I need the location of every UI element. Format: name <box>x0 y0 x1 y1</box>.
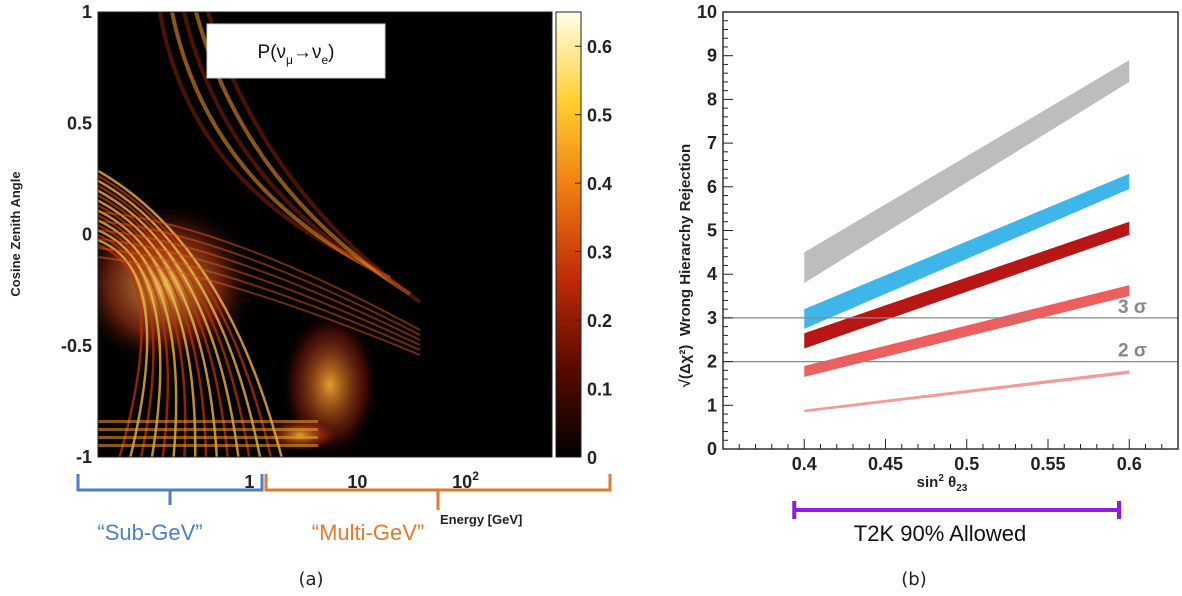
heat-oscillation-arc <box>98 184 251 457</box>
heat-band-stripe <box>98 238 421 346</box>
y-tick-label: 10 <box>697 2 717 22</box>
y-tick-label: 8 <box>707 89 717 109</box>
y-axis-label: Wrong Hierarchy Rejection √(Δχ²) <box>677 144 694 387</box>
x-axis-label: sin2 θ23 <box>917 473 968 494</box>
panel-label-b: (b) <box>901 569 926 590</box>
colorbar-tick-label: 0.2 <box>587 311 612 331</box>
series-band <box>804 173 1130 329</box>
y-tick-label: 2 <box>707 352 717 372</box>
x-tick-label: 0.5 <box>954 454 979 474</box>
series-band <box>804 221 1130 349</box>
heat-horizon-band <box>98 428 318 431</box>
heat-tail-stripe <box>182 12 401 288</box>
y-tick-labels: 1 0.5 0 -0.5 -1 <box>61 2 92 467</box>
colorbar-tick-label: 0.6 <box>587 37 612 57</box>
heat-oscillation-arc <box>98 204 208 457</box>
y-axis-label-sqrt-delta-chi2: √(Δχ²) <box>677 345 694 388</box>
y-tick-label: 1 <box>82 2 92 22</box>
t2k-allowed-label: T2K 90% Allowed <box>854 521 1026 546</box>
heat-band-stripe <box>98 256 421 356</box>
t2k-allowed-range <box>792 501 1121 519</box>
panel-b: 3 σ 2 σ 0 1 2 3 4 5 6 7 8 9 10 0.4 0.45 0.5 0.55 0.6 Wr… <box>677 2 1179 590</box>
heat-horizon-band <box>98 436 318 439</box>
x-axis-label: Energy [GeV] <box>440 512 522 527</box>
heatmap-frame <box>97 11 553 458</box>
colorbar-tick-label: 0.3 <box>587 243 612 263</box>
x-tick-labels: 0.4 0.45 0.5 0.55 0.6 <box>792 454 1142 474</box>
series-band <box>804 285 1130 377</box>
y-tick-label: 7 <box>707 133 717 153</box>
heat-oscillation-arc <box>98 224 170 457</box>
y-tick-labels: 0 1 2 3 4 5 6 7 8 9 10 <box>697 2 717 459</box>
y-tick-label: 3 <box>707 308 717 328</box>
multi-gev-bracket <box>264 474 612 510</box>
multi-gev-label: “Multi-GeV” <box>312 520 424 545</box>
heat-oscillation-arc <box>98 209 197 457</box>
heat-horizon-band <box>98 420 318 423</box>
title-box <box>206 23 386 79</box>
sub-gev-label: “Sub-GeV” <box>97 520 202 545</box>
heat-oscillation-arc <box>98 243 143 457</box>
heat-oscillation-arc <box>98 189 240 457</box>
panel-label-a: (a) <box>298 569 323 590</box>
axis-ticks <box>723 11 1163 450</box>
colorbar-tick-label: 0.5 <box>587 106 612 126</box>
heat-oscillation-arc <box>98 214 187 457</box>
reference-line-label: 3 σ <box>1118 297 1147 318</box>
colorbar-tick-label: 0 <box>587 448 597 468</box>
heat-oscillation-arc <box>98 194 229 457</box>
colorbar-tick-label: 0.4 <box>587 174 612 194</box>
series-band <box>804 370 1130 413</box>
x-tick-label: 1 <box>244 472 254 492</box>
colorbar-tick-label: 0.1 <box>587 380 612 400</box>
heat-band-stripe <box>98 220 421 336</box>
x-tick-label: 0.45 <box>868 454 903 474</box>
y-tick-label: 0 <box>707 439 717 459</box>
heat-band-stripe <box>98 247 421 351</box>
y-axis-label: Cosine Zenith Angle <box>8 171 23 296</box>
heat-oscillation-arc <box>98 199 219 457</box>
colorbar <box>556 12 581 457</box>
heat-horizon-band <box>98 444 318 447</box>
y-tick-label: 0 <box>82 225 92 245</box>
y-tick-label: 4 <box>707 264 717 284</box>
heat-oscillation-arc <box>98 234 155 457</box>
y-tick-label: 9 <box>707 46 717 66</box>
y-axis-label-text: Wrong Hierarchy Rejection <box>677 144 694 336</box>
colorbar-tick-labels: 0.6 0.5 0.4 0.3 0.2 0.1 0 <box>575 37 612 468</box>
heat-band-stripe <box>98 229 421 341</box>
heatmap-title: P(νμ→νe) <box>258 42 335 67</box>
x-tick-label: 0.55 <box>1030 454 1065 474</box>
colorbar-frame <box>555 11 582 458</box>
series-band <box>804 60 1130 283</box>
panel-a: P(νμ→νe) Cosine Zenith Angle 1 0.5 0 -0.5 -1… <box>8 2 612 590</box>
heat-band-stripe <box>98 211 421 331</box>
heat-oscillation-arc <box>98 174 273 457</box>
x-tick-label: 10 <box>347 472 367 492</box>
x-tick-label: 102 <box>452 469 479 492</box>
heat-oscillation-arc <box>98 179 262 457</box>
sub-gev-bracket <box>76 474 264 505</box>
y-tick-label: -1 <box>76 447 92 467</box>
reference-line-label: 2 σ <box>1118 341 1147 362</box>
y-tick-label: -0.5 <box>61 336 92 356</box>
y-tick-label: 0.5 <box>67 113 92 133</box>
series-bands <box>804 60 1130 413</box>
y-tick-label: 6 <box>707 177 717 197</box>
x-tick-label: 0.6 <box>1117 454 1142 474</box>
y-tick-label: 5 <box>707 221 717 241</box>
x-tick-labels: 1 10 102 <box>244 469 479 492</box>
reference-lines: 3 σ 2 σ <box>723 297 1178 363</box>
x-tick-label: 0.4 <box>792 454 817 474</box>
y-tick-label: 1 <box>707 395 717 415</box>
